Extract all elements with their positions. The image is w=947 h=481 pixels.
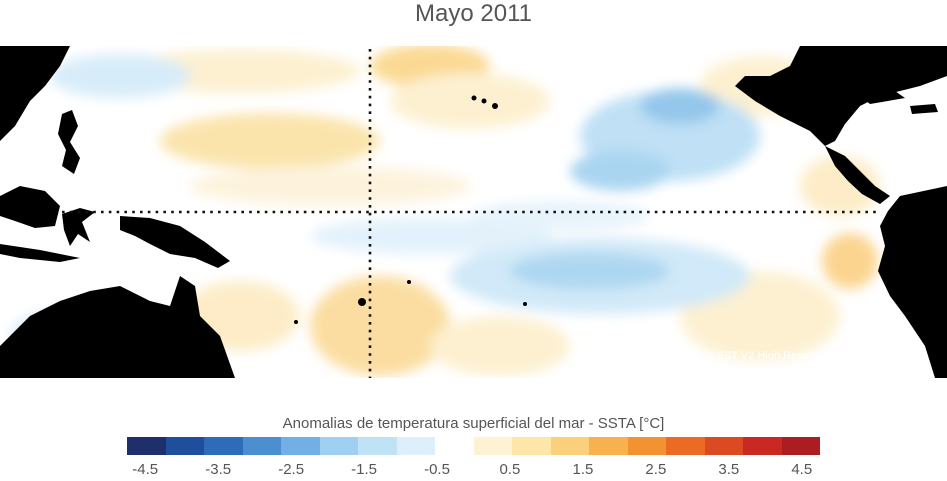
land-australia	[0, 276, 235, 378]
colorbar-swatch	[204, 437, 243, 455]
colorbar-swatch	[242, 437, 281, 455]
colorbar-tick-label: -3.5	[205, 461, 232, 478]
colorbar-tick-label: -2.5	[278, 461, 305, 478]
land-south-america	[878, 186, 947, 378]
colorbar-tick-label: -4.5	[132, 461, 159, 478]
colorbar-tick-label: -1.5	[351, 461, 378, 478]
colorbar-swatch	[666, 437, 705, 455]
colorbar-swatch	[165, 437, 204, 455]
land-americas-north	[735, 46, 947, 146]
land-central-america	[825, 146, 890, 204]
colorbar-swatch	[358, 437, 397, 455]
colorbar-tick-label: 3.5	[718, 461, 740, 478]
land-philippines	[58, 110, 80, 174]
colorbar-swatch	[627, 437, 666, 455]
colorbar-tick-label: 2.5	[645, 461, 667, 478]
colorbar-swatch	[319, 437, 358, 455]
colorbar-tick-labels: -4.5 -3.5 -2.5 -1.5 -0.5 0.5 1.5 2.5 3.5 4.5	[127, 461, 820, 481]
colorbar-swatch	[781, 437, 820, 455]
colorbar-tick-label: 4.5	[791, 461, 813, 478]
map-title: Mayo 2011	[415, 0, 532, 27]
colorbar-swatch	[550, 437, 589, 455]
reference-lines	[62, 49, 880, 378]
land-sulawesi	[62, 208, 95, 246]
colorbar-swatch	[281, 437, 320, 455]
land	[0, 46, 947, 378]
land-borneo	[0, 186, 60, 228]
colorbar-swatch	[743, 437, 782, 455]
colorbar	[127, 437, 820, 455]
colorbar-swatch	[704, 437, 743, 455]
colorbar-title: Anomalias de temperatura superficial del…	[282, 415, 665, 432]
land-new-guinea	[120, 216, 230, 268]
colorbar-tick-label: -0.5	[424, 461, 450, 478]
ssta-map	[0, 46, 947, 378]
land-java	[0, 244, 80, 262]
colorbar-swatch	[435, 437, 474, 455]
colorbar-tick-label: 0.5	[499, 461, 521, 478]
colorbar-swatch	[473, 437, 512, 455]
land-asia	[0, 46, 70, 141]
colorbar-swatch	[589, 437, 628, 455]
source-note: Fuente: NOAA OI SST V2 High Resolution D…	[628, 350, 877, 362]
colorbar-swatch	[512, 437, 551, 455]
colorbar-tick-label: 1.5	[572, 461, 594, 478]
colorbar-swatch	[127, 437, 166, 455]
colorbar-swatch	[396, 437, 435, 455]
